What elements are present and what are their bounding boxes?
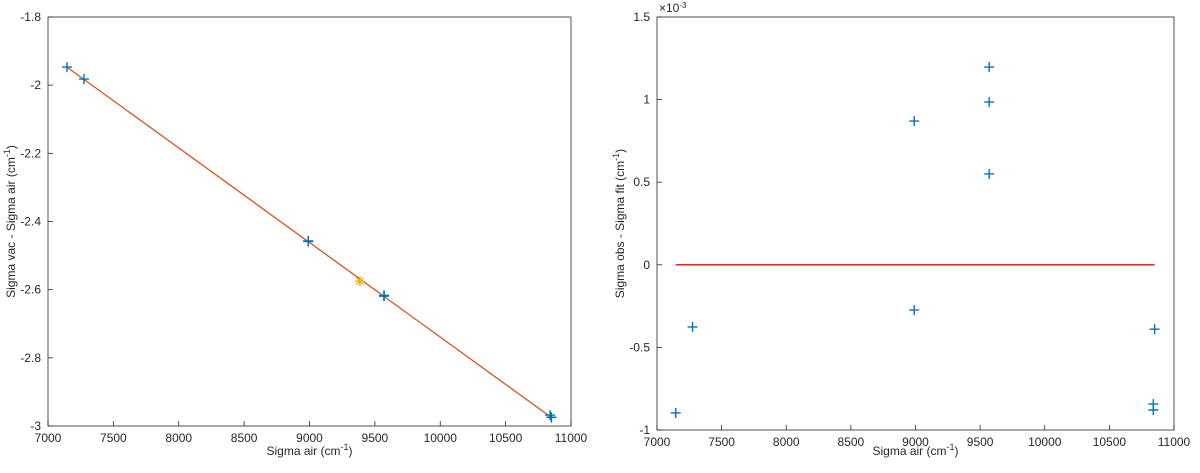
point [1149,324,1160,335]
y-tick-label: -1 [639,423,650,437]
label-sup: -1 [2,149,12,157]
x-tick-label: 9500 [967,435,994,449]
label-sup: -1 [611,153,621,161]
y-tick-label: -2 [30,78,41,92]
label-text: ) [4,145,18,149]
x-tick-label: 8500 [838,435,865,449]
point [984,168,995,179]
point [687,321,698,332]
point [354,276,365,287]
point [1148,405,1159,416]
point [303,236,314,247]
x-tick-label: 10500 [489,431,523,445]
y-tick-label: 1.5 [633,10,650,24]
point [984,97,995,108]
x-tick-label: 9500 [362,431,389,445]
x-tick-label: 8000 [165,431,192,445]
y-tick-label: -2.2 [20,146,41,160]
point [984,62,995,73]
x-tick-label: 11000 [1158,435,1191,449]
axis-multiplier: ×10-3 [659,1,687,15]
x-tick-label: 10000 [1028,435,1062,449]
x-tick-label: 10500 [1093,435,1127,449]
point [546,412,557,423]
y-tick-label: -2.4 [20,215,41,229]
multiplier-exp: -3 [679,1,687,10]
point [379,291,390,302]
x-tick-label: 9000 [902,435,929,449]
y-tick-label: -3 [30,419,41,433]
y-tick-label: 1 [643,93,650,107]
y-axis-label: Sigma vac - Sigma air (cm-1) [2,145,18,298]
x-tick-label: 10000 [424,431,458,445]
x-tick-label: 7500 [708,435,735,449]
point [61,62,72,73]
multiplier-base: ×10 [659,1,680,15]
x-axis-label: Sigma air (cm-1) [266,442,352,458]
label-text: Sigma vac - Sigma air (cm [4,157,18,298]
point [909,305,920,316]
point [909,116,920,127]
label-sup: -1 [947,442,955,452]
y-tick-label: 0.5 [633,175,650,189]
label-text: ) [349,444,353,458]
axes-box [47,16,572,427]
y-tick-label: 0 [643,258,650,272]
x-tick-label: 8500 [231,431,258,445]
point [545,410,556,421]
x-tick-label: 9000 [296,431,323,445]
x-tick-label: 7000 [644,435,671,449]
x-axis-label: Sigma air (cm-1) [872,442,958,458]
label-text: ) [613,149,627,153]
label-text: Sigma air (cm [266,444,340,458]
y-axis-label: Sigma obs - Sigma fit (cm-1) [611,149,627,298]
y-tick-label: -0.5 [629,340,650,354]
y-tick-label: -2.6 [20,283,41,297]
label-text: Sigma air (cm [872,444,946,458]
x-tick-label: 7500 [100,431,127,445]
y-tick-label: -1.8 [20,10,41,24]
axes-box [656,16,1175,431]
label-text: Sigma obs - Sigma fit (cm [613,161,627,298]
x-tick-label: 11000 [555,431,588,445]
x-tick-label: 8000 [773,435,800,449]
y-tick-label: -2.8 [20,351,41,365]
point [78,74,89,85]
label-text: ) [955,444,959,458]
label-sup: -1 [341,442,349,452]
x-tick-label: 7000 [35,431,62,445]
point [670,407,681,418]
